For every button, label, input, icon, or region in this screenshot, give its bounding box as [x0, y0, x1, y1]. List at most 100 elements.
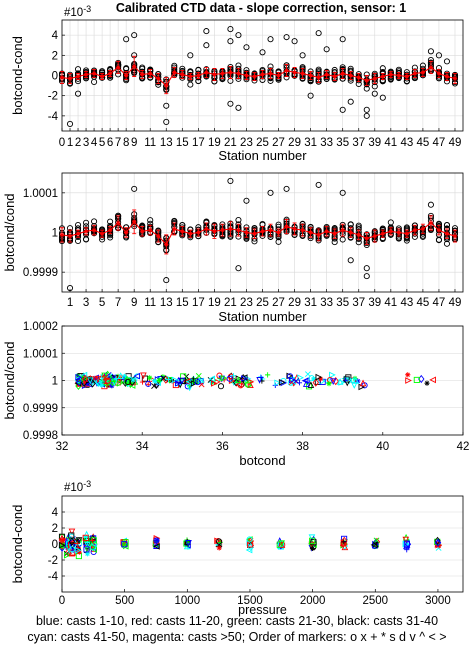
mean-point: [59, 75, 65, 80]
mean-point: [364, 78, 369, 83]
data-point: [160, 375, 167, 382]
mean-point: [83, 229, 89, 234]
data-point: [312, 378, 319, 387]
mean-point: [228, 70, 233, 75]
x-tick-label: 13: [160, 297, 173, 309]
data-point-outlier: [435, 52, 442, 59]
y-tick-label: 1: [52, 376, 58, 388]
mean-point: [67, 233, 73, 239]
data-point: [107, 234, 114, 241]
y-tick-label: 0: [52, 71, 58, 83]
data-point: [326, 381, 332, 387]
y-tick-label: -2: [48, 555, 58, 567]
mean-point: [268, 71, 273, 76]
data-point: [102, 374, 109, 381]
x-tick-label: 39: [368, 137, 381, 149]
y-tick-label: -4: [48, 111, 59, 123]
mean-series: [59, 209, 458, 255]
x-tick-label: 11: [144, 297, 156, 309]
data-point: [301, 377, 309, 385]
data-point: [245, 546, 253, 554]
data-point: [75, 373, 83, 381]
mean-point: [340, 71, 345, 76]
x-tick-label: 37: [352, 297, 365, 309]
data-point-outlier: [315, 181, 322, 188]
x-tick-label: 29: [288, 137, 301, 149]
mean-point: [324, 72, 329, 77]
mean-series: [59, 55, 458, 95]
data-point: [246, 536, 253, 543]
mean-point: [452, 76, 458, 81]
panel-botcond-ratio: 0.9998 0.9999 1 1.0001 1.0002 32 34 36 38 40 42 bot…: [2, 321, 469, 468]
data-point: [111, 379, 118, 386]
data-point: [190, 380, 198, 387]
data-point: [87, 378, 93, 384]
x-tick-label: 27: [272, 137, 285, 149]
data-point-outlier: [163, 277, 170, 284]
data-point-outlier: [347, 98, 354, 105]
data-point: [352, 375, 358, 382]
x-tick-label: 40: [376, 441, 389, 453]
data-point-outlier: [315, 30, 322, 37]
data-point-outlier: [363, 273, 370, 280]
mean-point: [396, 73, 402, 78]
data-point: [198, 377, 205, 384]
data-point: [68, 528, 76, 536]
x-tick-label: 8: [123, 137, 129, 149]
x-axis-label: pressure: [238, 603, 287, 617]
y-tick-label: 1.0002: [23, 321, 58, 333]
data-point: [69, 542, 77, 550]
data-point: [191, 378, 197, 385]
data-point-outlier: [243, 197, 250, 204]
x-tick-label: 3000: [425, 595, 451, 607]
y-axis-label: botcond-cond: [10, 505, 25, 584]
y-exponent-label: #10-3: [64, 4, 91, 19]
mean-point: [148, 71, 153, 76]
legend-note-line-2: cyan: casts 41-50, magenta: casts >50; O…: [27, 630, 447, 644]
y-tick-label: 1: [52, 228, 58, 240]
panel-pressure-diff: -4 -2 0 2 4 0 500 1000 1500 2000 2500 3000 pressure b…: [10, 479, 464, 617]
data-point: [230, 373, 237, 379]
mean-point: [364, 236, 369, 241]
data-point: [58, 541, 66, 549]
mean-point: [332, 231, 337, 236]
data-point: [139, 379, 146, 385]
data-point-outlier: [323, 46, 330, 53]
data-point: [116, 379, 124, 387]
mean-point: [380, 231, 385, 236]
mean-point: [228, 226, 233, 232]
mean-point: [83, 72, 89, 77]
y-axis-label: botcond/cond: [2, 341, 17, 419]
data-point: [372, 541, 379, 548]
mean-point: [300, 71, 305, 76]
data-point-outlier: [299, 52, 306, 59]
x-tick-label: 5: [99, 137, 105, 149]
data-point: [216, 545, 222, 551]
x-tick-label: 6: [107, 137, 113, 149]
mean-point: [308, 73, 313, 78]
x-tick-label: 31: [304, 297, 317, 309]
data-point: [121, 376, 127, 382]
mean-point: [292, 70, 297, 75]
data-point-outlier: [203, 42, 210, 49]
y-tick-label: 2: [52, 523, 58, 535]
x-tick-label: 49: [449, 137, 462, 149]
data-point-outlier: [235, 32, 242, 39]
mean-point: [115, 220, 121, 226]
data-point-outlier: [371, 90, 378, 97]
mean-point: [115, 65, 121, 70]
x-tick-label: 37: [352, 137, 365, 149]
x-tick-label: 3: [83, 137, 89, 149]
data-point: [341, 539, 347, 545]
data-point: [122, 539, 129, 546]
data-point: [234, 376, 242, 384]
data-point: [309, 537, 316, 544]
mean-point: [348, 73, 353, 78]
data-point: [274, 379, 282, 387]
data-point-outlier: [347, 257, 354, 264]
data-point: [297, 374, 304, 382]
x-tick-label: 1500: [237, 595, 263, 607]
data-point: [217, 383, 225, 390]
data-point: [435, 237, 442, 244]
